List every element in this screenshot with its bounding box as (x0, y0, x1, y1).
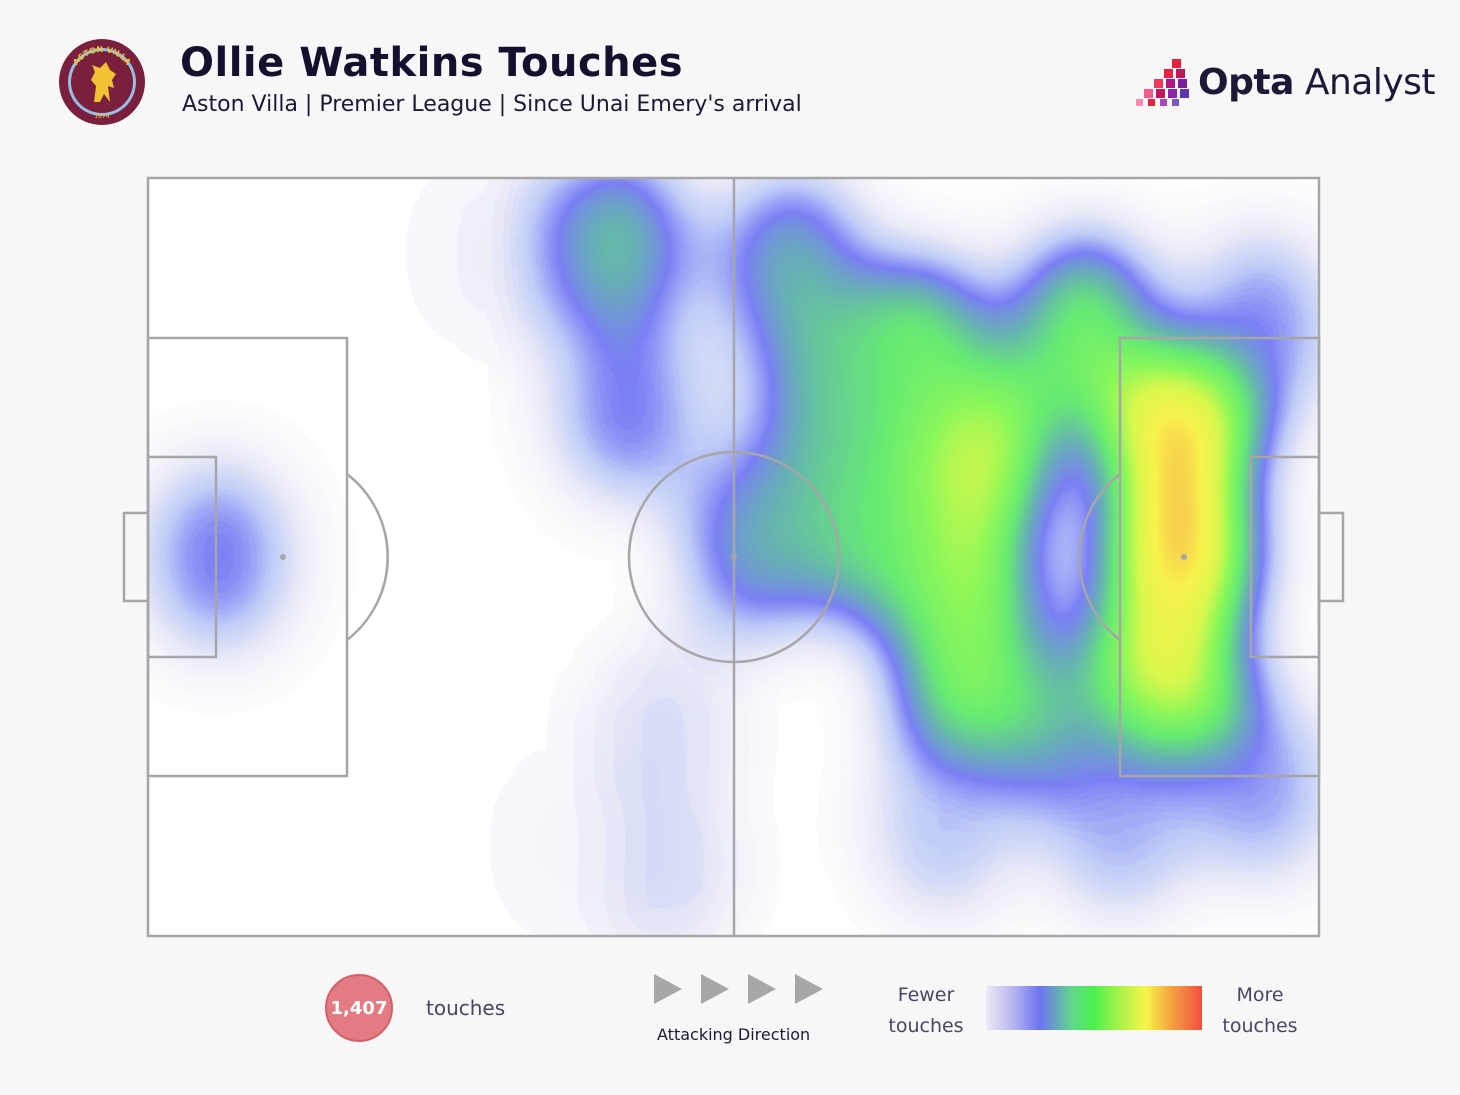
heat-hotspot (1190, 689, 1319, 880)
heat-hotspot (487, 750, 628, 936)
heat-hotspot (897, 583, 1038, 774)
right-penalty-arc (1078, 473, 1121, 641)
attacking-direction-arrows (654, 974, 823, 1004)
heat-hotspot (1014, 234, 1155, 425)
right-goal (1317, 511, 1345, 603)
opta-mark-icon (1136, 59, 1189, 106)
right-penalty-spot (1181, 554, 1187, 560)
pitch-spots (280, 554, 1187, 560)
aston-villa-crest: ASTON VILLA 1874 (58, 38, 146, 126)
touch-count-badge: 1,407 (325, 974, 393, 1042)
crest-year: 1874 (94, 113, 109, 120)
touch-count-label: touches (426, 996, 506, 1020)
heat-hotspot (593, 636, 734, 827)
heat-hotspot (558, 310, 699, 501)
attacking-direction-label: Attacking Direction (657, 1025, 811, 1044)
heat-hotspot (1190, 234, 1319, 425)
arrow-icon (795, 974, 823, 1004)
heat-hotspot (804, 439, 945, 630)
heat-hotspot (148, 462, 289, 652)
chart-subtitle: Aston Villa | Premier League | Since Una… (182, 92, 802, 117)
left-penalty-arc (346, 473, 389, 641)
brand-name: Opta Analyst (1198, 61, 1436, 103)
centre-circle (627, 450, 841, 664)
heat-hotspot (686, 446, 827, 637)
heat-hotspot (546, 178, 687, 342)
arrow-icon (748, 974, 776, 1004)
heat-hotspot (1108, 355, 1249, 546)
pitch-heatmap (120, 174, 1350, 940)
scale-fewer-label: Fewer touches (888, 984, 964, 1037)
heat-hotspot (757, 295, 898, 486)
heat-hotspot (593, 772, 734, 936)
left-penalty-spot (280, 554, 286, 560)
left-goal (122, 511, 150, 603)
scale-more-label: More touches (1222, 984, 1298, 1037)
legend: 1,407 touches Attacking Direction Fewer … (0, 960, 1460, 1080)
centre-spot (731, 554, 737, 560)
arrow-icon (654, 974, 682, 1004)
crest-icon: ASTON VILLA 1874 (59, 39, 145, 125)
opta-analyst-logo: Opta Analyst (1136, 56, 1436, 108)
heat-hotspot (874, 727, 1015, 918)
color-scale-bar (986, 986, 1202, 1030)
arrow-icon (701, 974, 729, 1004)
pitch-svg (122, 176, 1345, 938)
pitch-markings (122, 176, 1345, 938)
chart-title: Ollie Watkins Touches (180, 40, 684, 86)
heat-hotspot (429, 178, 570, 349)
